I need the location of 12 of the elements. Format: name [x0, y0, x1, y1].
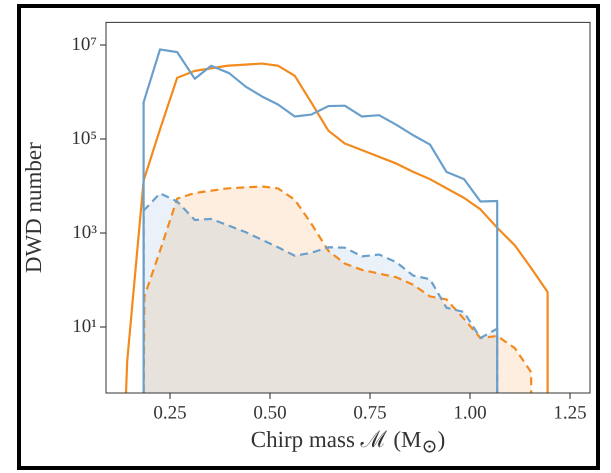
y-tick-label: 10¹	[72, 316, 98, 338]
x-tick-label: 0.50	[253, 402, 287, 424]
y-tick-label: 10³	[72, 222, 98, 244]
y-tick-label: 10⁵	[71, 128, 97, 149]
x-tick-label: 1.25	[553, 402, 587, 424]
picture-frame: DWD number 0.25 0.50 0.75 1.00 1.25 10¹ 10³ 10⁵ 10⁷ Chirp mass ℳ (M$_{⊙}$)	[17, 4, 600, 470]
y-axis-title: DWD number	[20, 142, 46, 274]
x-tick-label: 1.00	[453, 402, 487, 424]
x-tick-label: 0.75	[353, 402, 387, 424]
y-tick-label: 10⁷	[71, 34, 97, 55]
x-tick-label: 0.25	[153, 402, 187, 424]
x-axis-title: Chirp mass ℳ (M$_{⊙}$)	[250, 426, 446, 460]
